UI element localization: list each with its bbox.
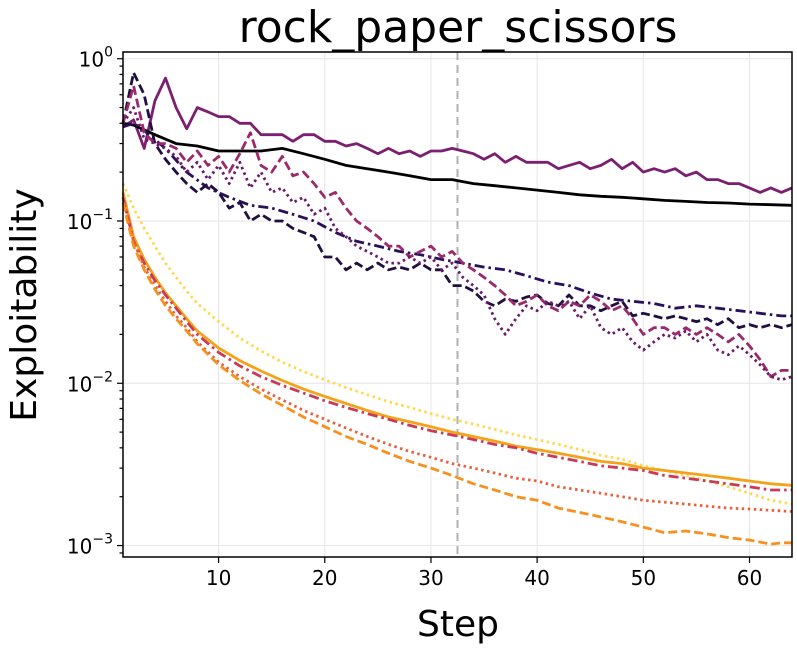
plot-frame	[122, 51, 793, 558]
y-tick-exponent: −3	[92, 532, 113, 548]
y-tick-label: 10−2	[67, 369, 113, 396]
y-tick-exponent: −1	[92, 207, 113, 223]
grid	[123, 52, 792, 557]
series-line-4	[121, 71, 793, 330]
series-line-10	[121, 196, 793, 513]
x-axis: 10 20 30 40 50 60	[206, 557, 762, 590]
x-tick-label: 60	[737, 566, 762, 590]
series-line-2	[122, 121, 793, 207]
x-tick-label: 40	[524, 566, 549, 590]
series-line-9	[121, 196, 792, 492]
x-tick-label: 30	[418, 566, 443, 590]
y-tick-exponent: −2	[92, 369, 113, 385]
series-line-7	[121, 183, 793, 506]
x-axis-label: Step	[417, 604, 499, 645]
plot-area	[121, 52, 793, 557]
series-line-11	[121, 202, 792, 546]
chart-title: rock_paper_scissors	[239, 2, 678, 53]
y-tick-base: 10	[67, 372, 92, 396]
series-line-8	[121, 192, 793, 487]
series-line-6	[121, 106, 793, 382]
x-tick-label: 20	[312, 566, 337, 590]
x-tick-label: 10	[206, 566, 231, 590]
y-tick-label: 10−1	[67, 207, 113, 234]
y-tick-base: 10	[67, 210, 92, 234]
y-tick-exponent: 0	[104, 45, 113, 61]
y-tick-base: 10	[79, 48, 104, 72]
y-tick-label: 10−3	[67, 532, 113, 559]
y-tick-label: 100	[79, 45, 113, 72]
y-axis-label: Exploitability	[4, 188, 45, 421]
series-line-1	[122, 76, 793, 194]
y-tick-base: 10	[67, 535, 92, 559]
x-tick-label: 50	[631, 566, 656, 590]
